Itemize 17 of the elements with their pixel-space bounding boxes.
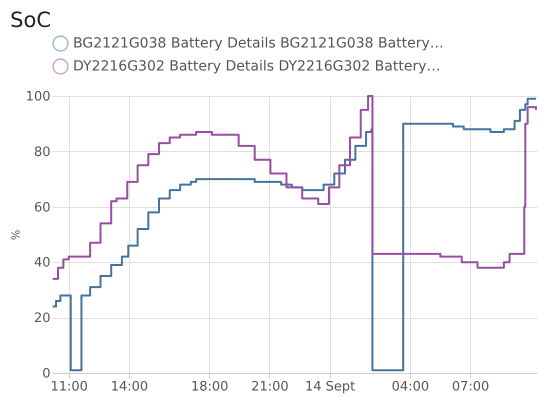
x-tick-label: 04:00	[392, 380, 430, 394]
x-tick-label: 14 Sept	[304, 380, 356, 394]
x-tick-label: 14:00	[110, 380, 148, 394]
x-tick-label: 18:00	[190, 380, 228, 394]
x-tick-label: 11:00	[50, 380, 88, 394]
y-tick-label: 100	[26, 90, 50, 104]
y-tick-label: 20	[34, 311, 50, 326]
legend-label: BG2121G038 Battery Details BG2121G038 Battery…	[73, 36, 444, 52]
y-tick-label: 0	[42, 366, 50, 382]
y-axis-title: %	[10, 230, 23, 240]
y-tick-label: 80	[34, 144, 50, 160]
x-tick-label: 07:00	[452, 380, 490, 394]
chart-title: SoC	[10, 8, 52, 32]
y-tick-label: 40	[34, 256, 50, 271]
legend-label: DY2216G302 Battery Details DY2216G302 Battery…	[73, 58, 440, 74]
y-tick-label: 60	[34, 200, 50, 216]
x-tick-label: 21:00	[251, 380, 289, 394]
